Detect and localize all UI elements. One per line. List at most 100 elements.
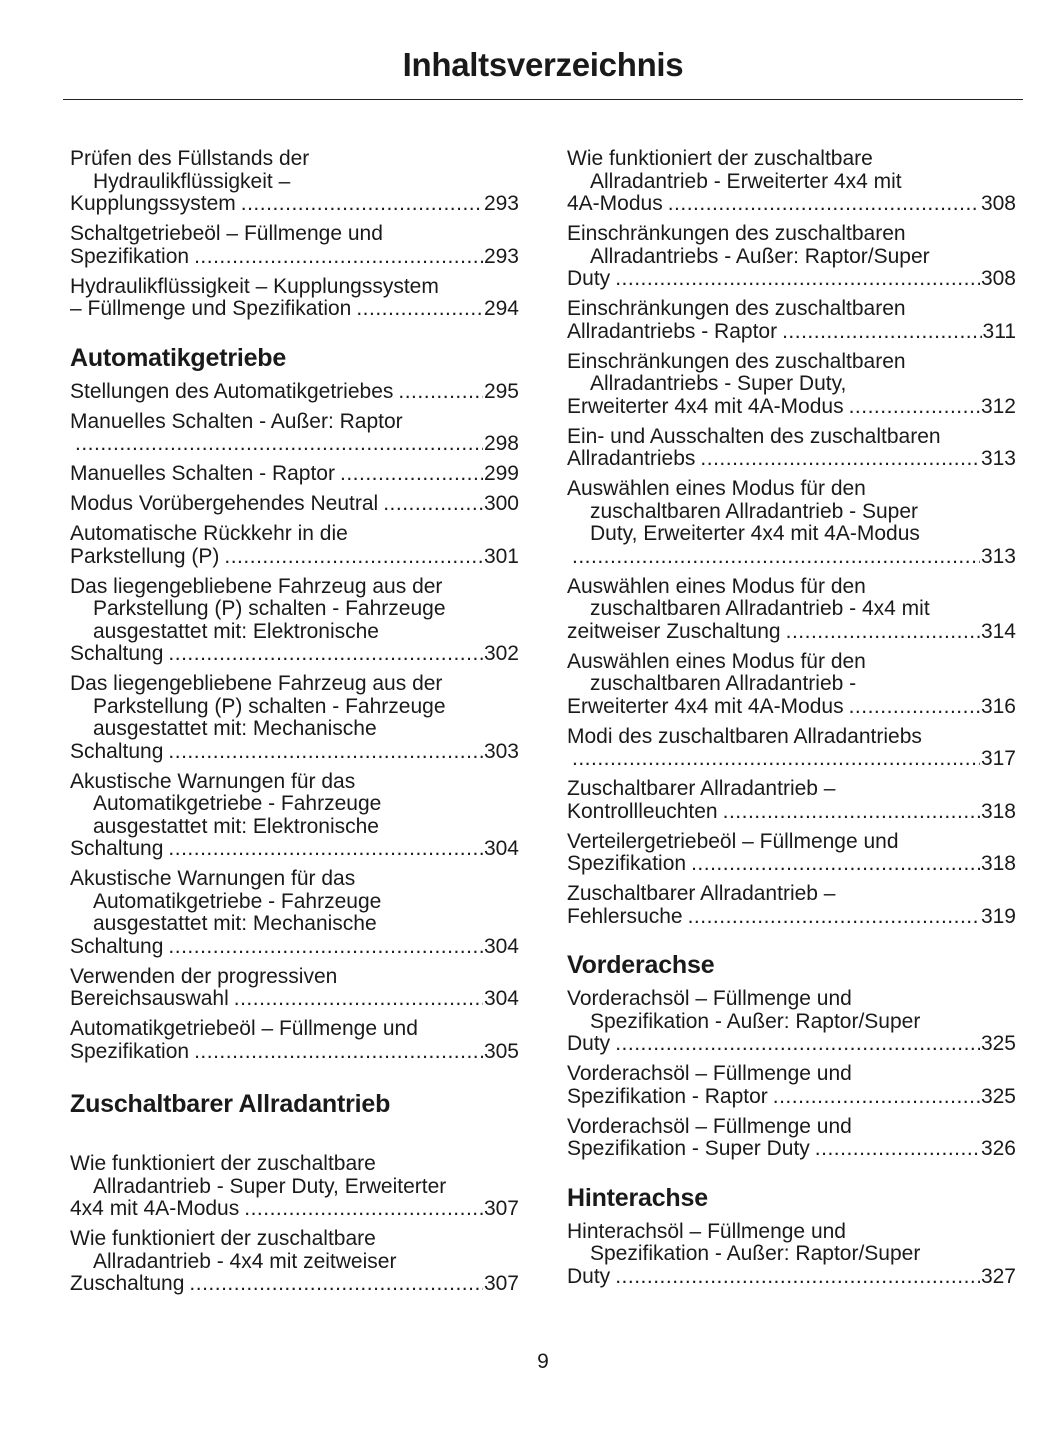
toc-page-number[interactable]: 300 xyxy=(483,492,519,515)
toc-page-number[interactable]: 326 xyxy=(980,1137,1016,1160)
toc-page-number[interactable]: 305 xyxy=(483,1039,519,1063)
toc-entry[interactable]: Das liegengebliebene Fahrzeug aus der Par… xyxy=(70,575,519,666)
dot-leader xyxy=(723,801,980,824)
toc-entry[interactable]: Das liegengebliebene Fahrzeug aus der Par… xyxy=(70,672,519,763)
toc-entry[interactable]: Akustische Warnungen für das Automatikget… xyxy=(70,769,519,861)
toc-entry[interactable]: Hydraulikflüssigkeit – Kupplungssystem – … xyxy=(70,274,519,321)
toc-page-number[interactable]: 316 xyxy=(980,694,1016,718)
toc-page-number[interactable]: 303 xyxy=(483,739,519,763)
toc-page-number[interactable]: 293 xyxy=(483,192,519,215)
toc-entry[interactable]: Einschränkungen des zuschaltbaren Allrada… xyxy=(567,297,1016,343)
toc-entry[interactable]: Vorderachsöl – Füllmenge und Spezifikatio… xyxy=(567,987,1016,1056)
toc-entry-text: Schaltung xyxy=(70,739,164,763)
toc-entry[interactable]: Schaltgetriebeöl – Füllmenge und Spezifik… xyxy=(70,222,519,268)
title-divider xyxy=(63,99,1023,100)
toc-entry-text: Einschränkungen des zuschaltbaren xyxy=(567,222,906,245)
toc-entry[interactable]: Vorderachsöl – Füllmenge und Spezifikatio… xyxy=(567,1062,1016,1109)
dot-leader xyxy=(241,193,483,216)
toc-entry-text: Spezifikation - Raptor xyxy=(567,1084,768,1108)
toc-entry-text: Auswählen eines Modus für den xyxy=(567,649,866,673)
toc-entry[interactable]: Manuelles Schalten - Raptor 299 xyxy=(70,462,519,486)
toc-entry[interactable]: Einschränkungen des zuschaltbaren Allrada… xyxy=(567,222,1016,291)
toc-page-number[interactable]: 327 xyxy=(980,1264,1016,1288)
toc-entry[interactable]: Stellungen des Automatikgetriebes 295 xyxy=(70,379,519,404)
toc-entry-text: Automatikgetriebeöl – Füllmenge und xyxy=(70,1017,418,1040)
toc-page-number[interactable]: 304 xyxy=(483,934,519,958)
toc-entry[interactable]: Automatikgetriebeöl – Füllmenge und Spezi… xyxy=(70,1017,519,1063)
toc-page-number[interactable]: 307 xyxy=(483,1197,519,1220)
toc-page-number[interactable]: 295 xyxy=(483,379,519,403)
dot-leader xyxy=(224,546,483,569)
toc-entry-text: Spezifikation xyxy=(70,1039,190,1063)
dot-leader xyxy=(168,643,483,666)
toc-entry[interactable]: Ein- und Ausschalten des zuschaltbaren Al… xyxy=(567,425,1016,471)
toc-entry[interactable]: Zuschaltbarer Allradantrieb – Fehlersuche… xyxy=(567,882,1016,929)
toc-page-number[interactable]: 294 xyxy=(483,297,519,320)
toc-entry[interactable]: Modi des zuschaltbaren Allradantriebs 317 xyxy=(567,724,1016,771)
toc-entry[interactable]: Einschränkungen des zuschaltbaren Allrada… xyxy=(567,350,1016,419)
toc-entry[interactable]: Verwenden der progressiven Bereichsauswah… xyxy=(70,965,519,1011)
toc-page-number[interactable]: 299 xyxy=(483,462,519,485)
toc-page-number[interactable]: 293 xyxy=(483,244,519,268)
toc-entry[interactable]: Zuschaltbarer Allradantrieb – Kontrollleu… xyxy=(567,777,1016,824)
toc-entry-last-line: 4A-Modus 308 xyxy=(567,192,1016,216)
toc-page-number[interactable]: 313 xyxy=(980,447,1016,470)
toc-entry[interactable]: Wie funktioniert der zuschaltbare Allrada… xyxy=(70,1227,519,1296)
toc-page-number[interactable]: 319 xyxy=(980,904,1016,928)
toc-page-number[interactable]: 304 xyxy=(483,987,519,1010)
toc-entry[interactable]: Vorderachsöl – Füllmenge und Spezifikatio… xyxy=(567,1115,1016,1161)
toc-page-number[interactable]: 312 xyxy=(980,394,1016,418)
section-heading: Hinterachse xyxy=(567,1183,708,1212)
toc-page-number[interactable]: 308 xyxy=(980,192,1016,215)
toc-entry-text: Einschränkungen des zuschaltbaren xyxy=(567,297,906,320)
toc-entry-text: Akustische Warnungen für das xyxy=(70,769,356,793)
toc-entry[interactable]: Prüfen des Füllstands der Hydraulikflüssi… xyxy=(70,147,519,216)
toc-page-number[interactable]: 311 xyxy=(982,319,1016,343)
toc-entry-text: Zuschaltbarer Allradantrieb – xyxy=(567,777,836,800)
dot-leader xyxy=(688,906,980,929)
toc-entry[interactable]: Manuelles Schalten - Außer: Raptor 298 xyxy=(70,410,519,456)
toc-entry-text: Das liegengebliebene Fahrzeug aus der xyxy=(70,672,443,695)
section-heading: Zuschaltbarer Allradantrieb xyxy=(70,1090,391,1118)
toc-entry-text: Modi des zuschaltbaren Allradantriebs xyxy=(567,724,922,748)
toc-page-number[interactable]: 298 xyxy=(483,432,519,455)
toc-page-number[interactable]: 314 xyxy=(980,619,1016,643)
toc-entry-last-line: Spezifikation - Raptor 325 xyxy=(567,1084,1016,1109)
toc-entry[interactable]: Wie funktioniert der zuschaltbare Allrada… xyxy=(567,147,1016,216)
toc-entry-text: Spezifikation - Außer: Raptor/Super xyxy=(590,1009,921,1033)
toc-entry-text: – Füllmenge und Spezifikation xyxy=(70,297,352,320)
toc-entry-last-line: Schaltung 304 xyxy=(70,934,519,959)
toc-page-number[interactable]: 307 xyxy=(483,1272,519,1295)
dot-leader xyxy=(572,546,980,569)
toc-entry-text: 4A-Modus xyxy=(567,192,663,215)
toc-entry-last-line: 317 xyxy=(567,747,1016,771)
toc-page-number[interactable]: 325 xyxy=(980,1032,1016,1055)
toc-page-number[interactable]: 308 xyxy=(980,267,1016,290)
toc-entry[interactable]: Modus Vorübergehendes Neutral 300 xyxy=(70,492,519,516)
toc-entry[interactable]: Wie funktioniert der zuschaltbare Allrada… xyxy=(70,1152,519,1221)
toc-entry[interactable]: Auswählen eines Modus für den zuschaltbar… xyxy=(567,649,1016,719)
toc-entry-text: Hydraulikflüssigkeit – Kupplungssystem xyxy=(70,274,439,298)
toc-entry[interactable]: Auswählen eines Modus für den zuschaltbar… xyxy=(567,575,1016,644)
dot-leader xyxy=(356,298,483,321)
toc-page-number[interactable]: 302 xyxy=(483,642,519,665)
toc-page-number[interactable]: 318 xyxy=(980,852,1016,875)
toc-page-number[interactable]: 318 xyxy=(980,799,1016,823)
toc-entry[interactable]: Akustische Warnungen für das Automatikget… xyxy=(70,867,519,959)
toc-entry-last-line: Schaltung 304 xyxy=(70,837,519,861)
toc-page-number[interactable]: 325 xyxy=(980,1084,1016,1108)
toc-page-number[interactable]: 304 xyxy=(483,837,519,860)
toc-entry[interactable]: Auswählen eines Modus für den zuschaltbar… xyxy=(567,477,1016,569)
toc-entry-text: Allradantriebs - Raptor xyxy=(567,319,778,343)
toc-entry-text: Hydraulikflüssigkeit – xyxy=(93,169,291,193)
dot-leader xyxy=(668,193,980,216)
toc-page-number[interactable]: 301 xyxy=(483,544,519,568)
toc-entry-last-line: Duty 308 xyxy=(567,267,1016,291)
toc-page-number[interactable]: 317 xyxy=(980,747,1016,770)
toc-entry[interactable]: Automatische Rückkehr in die Parkstellung… xyxy=(70,522,519,569)
toc-entry-last-line: Duty 327 xyxy=(567,1264,1016,1289)
toc-entry[interactable]: Hinterachsöl – Füllmenge und Spezifikatio… xyxy=(567,1220,1016,1289)
toc-page-number[interactable]: 313 xyxy=(980,544,1016,568)
toc-entry[interactable]: Verteilergetriebeöl – Füllmenge und Spezi… xyxy=(567,830,1016,876)
toc-entry-text: Kupplungssystem xyxy=(70,192,236,215)
